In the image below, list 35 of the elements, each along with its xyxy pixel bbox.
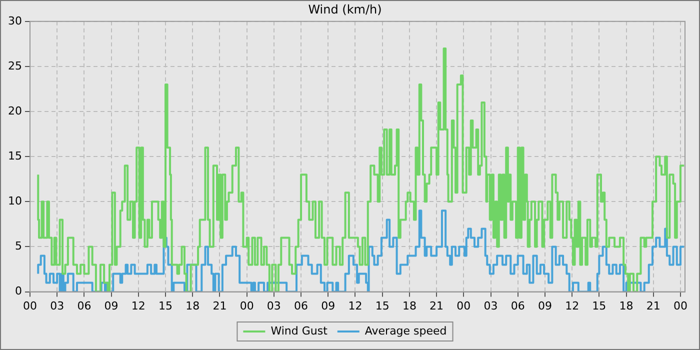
legend-label: Average speed — [364, 324, 447, 338]
x-tick-label: 00 — [22, 299, 37, 312]
x-tick-label: 06 — [510, 299, 525, 312]
legend-label: Wind Gust — [270, 324, 328, 338]
y-tick-label: 0 — [14, 284, 22, 298]
x-tick-label: 18 — [619, 299, 634, 312]
y-tick-label: 5 — [14, 240, 22, 253]
x-tick-label: 15 — [375, 299, 390, 312]
x-tick-label: 06 — [77, 299, 92, 312]
y-tick-label: 30 — [8, 14, 22, 28]
y-tick-label: 25 — [8, 59, 22, 72]
x-tick-label: 03 — [266, 299, 281, 312]
x-tick-label: 21 — [212, 299, 227, 312]
x-tick-label: 00 — [456, 299, 471, 312]
x-tick-label: 09 — [538, 299, 552, 312]
x-tick-label: 12 — [131, 299, 146, 312]
y-tick-label: 10 — [8, 194, 22, 208]
x-tick-label: 00 — [240, 299, 254, 312]
y-tick-label: 15 — [8, 149, 22, 162]
x-tick-label: 12 — [348, 299, 362, 312]
x-tick-label: 03 — [50, 299, 64, 312]
x-tick-label: 18 — [186, 299, 200, 312]
x-tick-label: 15 — [592, 299, 606, 312]
x-tick-label: 18 — [402, 299, 416, 312]
x-tick-label: 15 — [158, 299, 173, 312]
x-tick-label: 06 — [294, 299, 308, 312]
y-tick-label: 20 — [8, 104, 22, 118]
x-tick-label: 21 — [646, 299, 660, 312]
x-tick-label: 00 — [673, 299, 688, 312]
x-tick-label: 09 — [104, 299, 118, 312]
x-tick-label: 12 — [565, 299, 580, 312]
x-tick-label: 03 — [484, 299, 498, 312]
chart-title: Wind (km/h) — [308, 2, 382, 16]
x-tick-label: 21 — [430, 299, 444, 312]
x-tick-label: 09 — [321, 299, 336, 312]
